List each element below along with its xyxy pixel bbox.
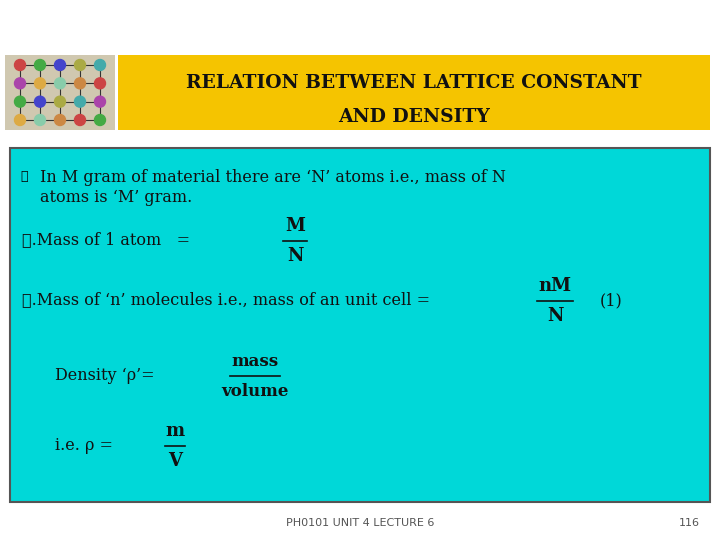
- Text: (1): (1): [600, 293, 623, 309]
- Circle shape: [94, 78, 106, 89]
- Text: AND DENSITY: AND DENSITY: [338, 108, 490, 126]
- Circle shape: [74, 78, 86, 89]
- Text: volume: volume: [221, 382, 289, 400]
- Circle shape: [55, 59, 66, 71]
- Text: M: M: [285, 217, 305, 235]
- Text: 116: 116: [679, 518, 700, 528]
- Text: ∴.Mass of ‘n’ molecules i.e., mass of an unit cell =: ∴.Mass of ‘n’ molecules i.e., mass of an…: [22, 292, 430, 308]
- Circle shape: [55, 96, 66, 107]
- Circle shape: [35, 96, 45, 107]
- Text: ∴.Mass of 1 atom   =: ∴.Mass of 1 atom =: [22, 232, 190, 248]
- Text: nM: nM: [539, 277, 572, 295]
- Circle shape: [14, 59, 25, 71]
- Circle shape: [14, 96, 25, 107]
- Text: N: N: [287, 247, 303, 265]
- Circle shape: [35, 114, 45, 125]
- Circle shape: [35, 59, 45, 71]
- Text: Density ‘ρ’=: Density ‘ρ’=: [55, 367, 155, 383]
- Circle shape: [74, 114, 86, 125]
- Text: N: N: [546, 307, 563, 325]
- Text: V: V: [168, 452, 182, 470]
- Circle shape: [55, 114, 66, 125]
- Text: atoms is ‘M’ gram.: atoms is ‘M’ gram.: [40, 190, 192, 206]
- Circle shape: [74, 96, 86, 107]
- Text: PH0101 UNIT 4 LECTURE 6: PH0101 UNIT 4 LECTURE 6: [286, 518, 434, 528]
- Text: mass: mass: [231, 353, 279, 369]
- Bar: [10, 148, 710, 502]
- Circle shape: [74, 59, 86, 71]
- Bar: [118, 55, 710, 130]
- Text: m: m: [166, 422, 184, 440]
- Bar: [5, 55, 115, 130]
- Circle shape: [94, 114, 106, 125]
- Text: i.e. ρ =: i.e. ρ =: [55, 436, 113, 454]
- Circle shape: [55, 78, 66, 89]
- Text: RELATION BETWEEN LATTICE CONSTANT: RELATION BETWEEN LATTICE CONSTANT: [186, 74, 642, 92]
- Circle shape: [14, 114, 25, 125]
- Circle shape: [14, 78, 25, 89]
- Circle shape: [35, 78, 45, 89]
- Circle shape: [94, 59, 106, 71]
- Text: 🍓: 🍓: [20, 171, 27, 184]
- Text: In M gram of material there are ‘N’ atoms i.e., mass of N: In M gram of material there are ‘N’ atom…: [40, 168, 506, 186]
- Circle shape: [94, 96, 106, 107]
